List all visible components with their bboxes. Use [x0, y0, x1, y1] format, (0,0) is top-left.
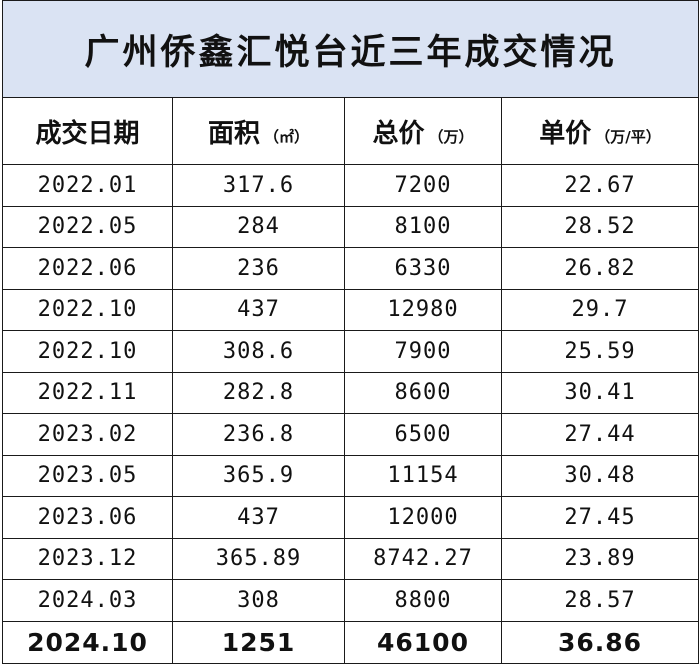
cell-unit-price: 29.7 [500, 288, 700, 331]
table-row: 2022.11 282.8 8600 30.41 [2, 371, 700, 414]
cell-unit-price: 23.89 [500, 537, 700, 580]
cell-area: 308.6 [172, 330, 345, 373]
cell-date: 2022.06 [2, 247, 173, 290]
header-area-label: 面积 [207, 118, 260, 149]
table-row: 2024.03 308 8800 28.57 [2, 579, 700, 622]
title-row: 广州侨鑫汇悦台近三年成交情况 [1, 0, 700, 98]
cell-total-price: 8100 [344, 205, 502, 248]
header-unit-price-label: 单价 [539, 118, 592, 149]
cell-date: 2023.06 [2, 496, 173, 539]
cell-total-price: 8600 [344, 371, 502, 414]
cell-total-price: 8742.27 [344, 537, 502, 580]
cell-unit-price: 30.41 [500, 371, 700, 414]
cell-unit-price: 27.44 [500, 413, 700, 456]
table-row: 2022.06 236 6330 26.82 [2, 247, 700, 290]
cell-date: 2023.02 [2, 413, 173, 456]
cell-date: 2023.12 [2, 537, 173, 580]
cell-total-price: 6330 [344, 247, 502, 290]
table-row: 2023.05 365.9 11154 30.48 [2, 454, 700, 497]
cell-unit-price: 22.67 [500, 164, 700, 207]
header-unit-price: 单价 （万/平） [500, 97, 700, 165]
header-date: 成交日期 [2, 97, 173, 165]
cell-area: 236 [172, 247, 345, 290]
cell-unit-price: 27.45 [500, 496, 700, 539]
cell-date: 2022.05 [2, 205, 173, 248]
cell-total-price: 7200 [344, 164, 502, 207]
cell-unit-price: 25.59 [500, 330, 700, 373]
cell-total-price: 12000 [344, 496, 502, 539]
cell-area: 284 [172, 205, 345, 248]
cell-unit-price: 28.52 [500, 205, 700, 248]
cell-date: 2024.10 [2, 620, 173, 664]
table-title: 广州侨鑫汇悦台近三年成交情况 [1, 0, 700, 98]
cell-total-price: 6500 [344, 413, 502, 456]
cell-area: 308 [172, 579, 345, 622]
cell-total-price: 12980 [344, 288, 502, 331]
cell-total-price: 46100 [344, 620, 502, 664]
cell-total-price: 8800 [344, 579, 502, 622]
header-row: 成交日期 面积 （㎡） 总价 （万） 单价 （万/平） [2, 97, 700, 165]
cell-area: 236.8 [172, 413, 345, 456]
cell-unit-price: 36.86 [500, 620, 700, 664]
cell-area: 317.6 [172, 164, 345, 207]
cell-date: 2022.01 [2, 164, 173, 207]
cell-area: 1251 [172, 620, 345, 664]
table-row: 2022.01 317.6 7200 22.67 [2, 164, 700, 207]
cell-date: 2022.10 [2, 330, 173, 373]
cell-total-price: 7900 [344, 330, 502, 373]
cell-area: 437 [172, 496, 345, 539]
header-unit-price-unit: （万/平） [595, 127, 661, 146]
cell-date: 2024.03 [2, 579, 173, 622]
header-area: 面积 （㎡） [172, 97, 345, 165]
cell-date: 2022.10 [2, 288, 173, 331]
table-row: 2022.10 437 12980 29.7 [2, 288, 700, 331]
cell-date: 2023.05 [2, 454, 173, 497]
highlight-row: 2024.10 1251 46100 36.86 [2, 620, 700, 664]
cell-unit-price: 28.57 [500, 579, 700, 622]
cell-area: 282.8 [172, 371, 345, 414]
cell-date: 2022.11 [2, 371, 173, 414]
header-date-label: 成交日期 [35, 118, 140, 149]
table-row: 2022.05 284 8100 28.52 [2, 205, 700, 248]
header-total-label: 总价 [372, 118, 425, 149]
table-body: 2022.01 317.6 7200 22.67 2022.05 284 8100 28.52… [2, 164, 700, 622]
cell-unit-price: 30.48 [500, 454, 700, 497]
cell-area: 365.9 [172, 454, 345, 497]
cell-area: 365.89 [172, 537, 345, 580]
table-row: 2022.10 308.6 7900 25.59 [2, 330, 700, 373]
table-row: 2023.02 236.8 6500 27.44 [2, 413, 700, 456]
table-row: 2023.12 365.89 8742.27 23.89 [2, 537, 700, 580]
cell-unit-price: 26.82 [500, 247, 700, 290]
cell-area: 437 [172, 288, 345, 331]
header-total-price: 总价 （万） [344, 97, 502, 165]
cell-total-price: 11154 [344, 454, 502, 497]
header-area-unit: （㎡） [264, 127, 310, 146]
table-row: 2023.06 437 12000 27.45 [2, 496, 700, 539]
header-total-unit: （万） [428, 127, 474, 146]
